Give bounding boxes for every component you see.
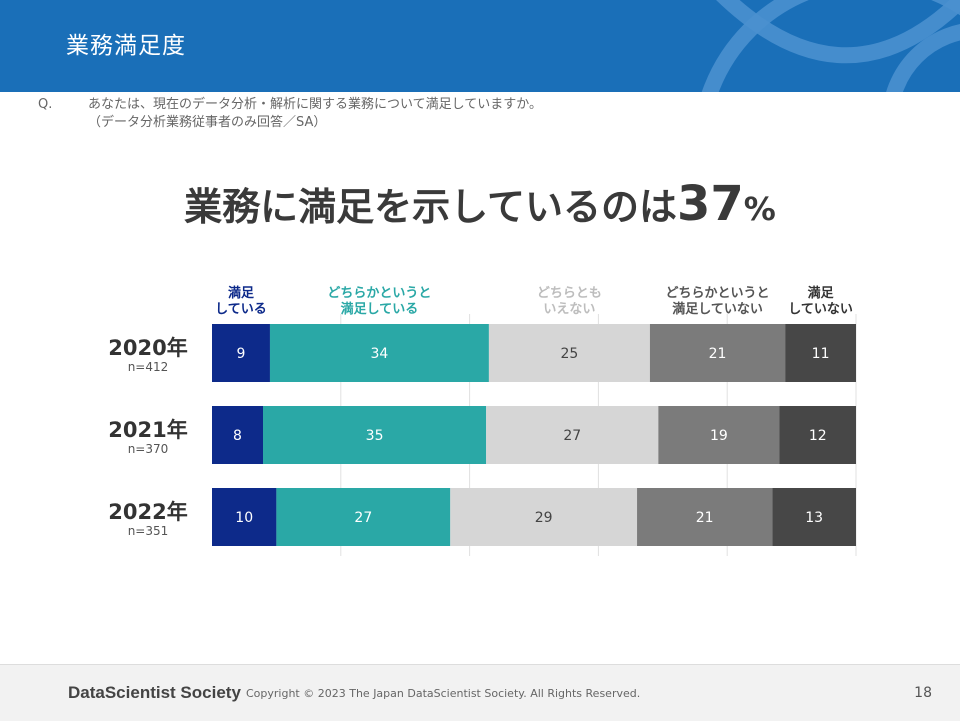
headline-unit: %	[743, 190, 776, 228]
question-label: Q.	[38, 97, 53, 112]
legend-item: どちらかというと 満足していない	[648, 286, 788, 318]
year-text: 2021年	[108, 418, 188, 442]
question-text: あなたは、現在のデータ分析・解析に関する業務について満足していますか。	[88, 97, 542, 112]
legend-line1: 満足	[807, 286, 834, 301]
bar-value-label: 10	[235, 510, 253, 526]
bar-value-label: 29	[535, 510, 553, 526]
legend-item: 満足 している	[171, 286, 311, 318]
bar-row-2: 10 27 29 21 13	[212, 488, 856, 546]
year-text: 2022年	[108, 500, 188, 524]
legend-line2: いえない	[543, 302, 596, 317]
bar-value-label: 8	[233, 428, 242, 444]
year-label: 2020年 n=412	[98, 336, 198, 374]
bar-value-label: 21	[709, 346, 727, 362]
legend-line2: していない	[788, 302, 853, 317]
legend-line2: 満足している	[340, 302, 419, 317]
sample-size: n=351	[127, 524, 169, 538]
footer-brand-logo: DataScientist Society	[68, 683, 241, 702]
question-subtext: （データ分析業務従事者のみ回答／SA）	[88, 115, 327, 130]
bar-row-0: 9 34 25 21 11	[212, 324, 856, 382]
page-title: 業務満足度	[66, 33, 186, 59]
bar-value-label: 9	[237, 346, 246, 362]
bar-row-1: 8 35 27 19 12	[212, 406, 856, 464]
header-bar: 業務満足度	[0, 0, 960, 92]
bar-segment	[212, 324, 270, 382]
bar-value-label: 12	[809, 428, 827, 444]
bar-value-label: 13	[805, 510, 823, 526]
year-text: 2020年	[108, 336, 188, 360]
bar-segment	[276, 488, 451, 546]
bar-segment	[486, 406, 659, 464]
page-number: 18	[914, 685, 932, 701]
legend-line2: 満足していない	[672, 302, 763, 317]
bar-segment	[779, 406, 856, 464]
headline-text: 業務に満足を示しているのは	[184, 185, 677, 229]
legend-line1: どちらかというと	[327, 286, 432, 301]
bar-segment	[212, 406, 264, 464]
bar-segment	[212, 488, 277, 546]
bar-segment	[488, 324, 650, 382]
legend-item: どちらかというと 満足している	[309, 286, 449, 318]
legend-item: どちらとも いえない	[499, 286, 639, 318]
bar-segment	[785, 324, 856, 382]
footer: DataScientist Society Copyright © 2023 T…	[0, 664, 960, 721]
legend-line1: どちらかというと	[665, 286, 770, 301]
bar-segment	[772, 488, 856, 546]
bar-value-label: 27	[563, 428, 581, 444]
bar-value-label: 25	[561, 346, 579, 362]
footer-copyright: Copyright © 2023 The Japan DataScientist…	[246, 687, 641, 700]
bar-value-label: 27	[354, 510, 372, 526]
year-label: 2021年 n=370	[98, 418, 198, 456]
bar-segment	[658, 406, 780, 464]
bar-value-label: 11	[812, 346, 830, 362]
bar-value-label: 35	[366, 428, 384, 444]
legend-item: 満足 していない	[751, 286, 891, 318]
legend-line2: している	[215, 302, 267, 317]
year-label: 2022年 n=351	[98, 500, 198, 538]
bar-segment	[450, 488, 638, 546]
bar-value-label: 21	[696, 510, 714, 526]
survey-question: Q. あなたは、現在のデータ分析・解析に関する業務について満足していますか。 （デ…	[38, 96, 542, 132]
bar-segment	[649, 324, 786, 382]
bar-segment	[263, 406, 487, 464]
sample-size: n=370	[127, 442, 169, 456]
bar-segment	[269, 324, 489, 382]
bar-value-label: 19	[710, 428, 728, 444]
bar-value-label: 34	[371, 346, 389, 362]
legend-line1: どちらとも	[536, 286, 602, 301]
legend-line1: 満足	[227, 286, 254, 301]
globe-decoration-icon	[701, 0, 960, 92]
sample-size: n=412	[127, 360, 169, 374]
headline-value: 37	[677, 176, 744, 232]
headline: 業務に満足を示しているのは37%	[0, 176, 960, 232]
bar-segment	[637, 488, 773, 546]
